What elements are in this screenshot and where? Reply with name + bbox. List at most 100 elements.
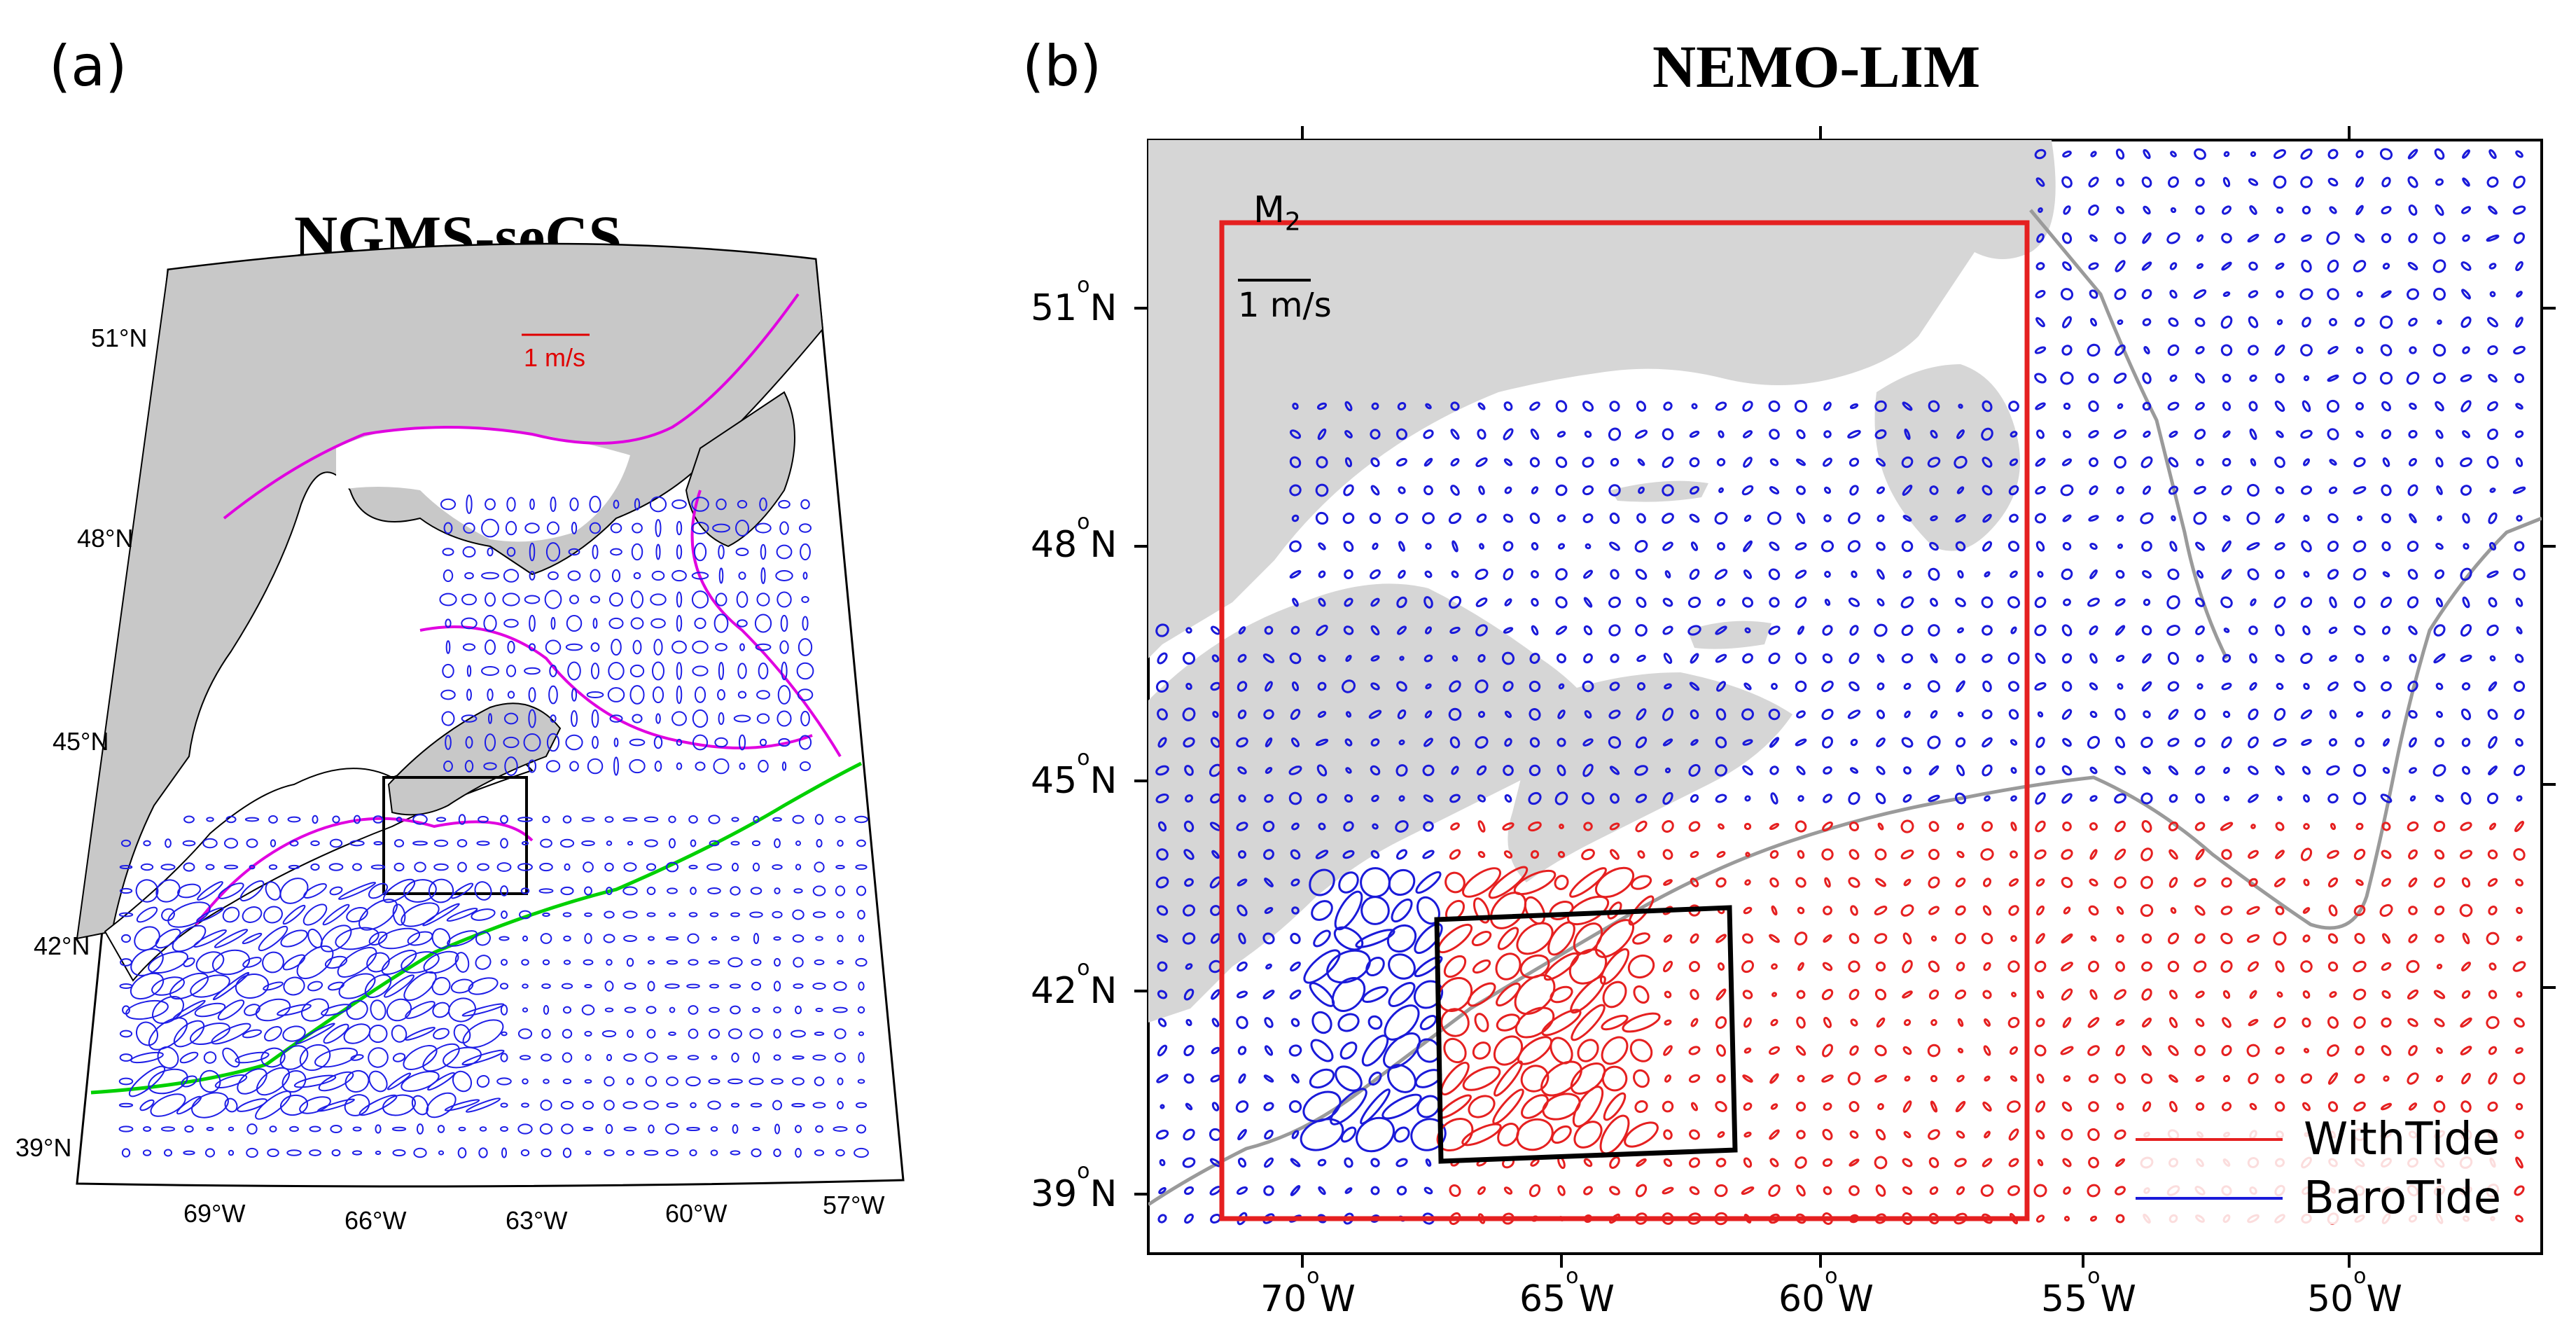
tidal-ellipse (1902, 401, 1913, 411)
tidal-ellipse (2515, 261, 2523, 272)
tidal-ellipse (1594, 919, 1635, 958)
tidal-ellipse (2379, 148, 2393, 160)
tidal-ellipse (610, 548, 622, 556)
tidal-ellipse (729, 983, 742, 989)
tidal-ellipse (608, 662, 625, 680)
tidal-ellipse (1664, 767, 1671, 774)
tidal-ellipse (707, 887, 721, 894)
tidal-ellipse (524, 595, 541, 604)
tidal-ellipse (1450, 429, 1460, 440)
tidal-ellipse (1795, 877, 1806, 888)
tidal-ellipse (2169, 374, 2178, 382)
tidal-ellipse (2061, 1128, 2073, 1141)
tidal-ellipse (751, 840, 761, 847)
tidal-ellipse (1370, 850, 1380, 859)
tidal-ellipse (454, 952, 470, 973)
tidal-ellipse (522, 935, 529, 942)
tidal-ellipse (263, 906, 283, 924)
tidal-ellipse (2407, 176, 2418, 188)
tidal-ellipse (1601, 1065, 1628, 1092)
tidal-ellipse (1741, 597, 1754, 608)
tidal-ellipse (1849, 1158, 1860, 1167)
tidal-ellipse (2329, 318, 2337, 326)
tidal-ellipse (403, 879, 437, 903)
tidal-ellipse (795, 1147, 802, 1158)
tidal-ellipse (2274, 233, 2285, 244)
tidal-ellipse (2435, 543, 2444, 550)
tidal-ellipse (1823, 401, 1832, 411)
tidal-ellipse (2380, 1102, 2393, 1111)
tidal-ellipse (652, 661, 664, 681)
tidal-ellipse (667, 887, 678, 894)
tidal-ellipse (387, 1072, 412, 1090)
tidal-ellipse (2035, 1018, 2045, 1027)
tidal-ellipse (1874, 933, 1888, 944)
tidal-ellipse (337, 882, 377, 900)
tidal-ellipse (1571, 1004, 1606, 1041)
tidal-ellipse (2460, 961, 2472, 972)
tidal-ellipse (2248, 261, 2258, 271)
panel-b-lat-tick: 42oN (1031, 955, 1118, 1012)
tidal-ellipse (299, 1044, 331, 1072)
tidal-ellipse (485, 498, 496, 511)
tidal-ellipse (1609, 1156, 1620, 1169)
tidal-ellipse (772, 864, 783, 871)
tidal-ellipse (2061, 232, 2073, 244)
tidal-ellipse (1982, 457, 1993, 468)
tidal-ellipse (1771, 992, 1778, 997)
tidal-ellipse (2249, 428, 2257, 441)
tidal-ellipse (128, 1065, 166, 1097)
tidal-ellipse (2379, 371, 2393, 385)
tidal-ellipse (1796, 485, 1806, 495)
tidal-ellipse (835, 815, 846, 824)
tidal-ellipse (2407, 989, 2419, 1000)
tidal-ellipse (1289, 989, 1302, 1000)
tidal-ellipse (1422, 850, 1435, 859)
panel-b-label: (b) (1022, 34, 1102, 99)
tidal-ellipse (564, 863, 571, 871)
tidal-ellipse (2379, 903, 2393, 917)
tidal-ellipse (2008, 485, 2019, 496)
tidal-ellipse (1330, 1088, 1367, 1125)
tidal-ellipse (2142, 1101, 2152, 1112)
tidal-ellipse (567, 661, 581, 681)
tidal-ellipse (653, 735, 663, 749)
tidal-ellipse (1344, 401, 1353, 412)
tidal-ellipse (1475, 457, 1488, 467)
tidal-ellipse (1850, 738, 1858, 747)
tidal-ellipse (626, 957, 634, 967)
tidal-ellipse (2220, 596, 2233, 609)
tidal-ellipse (2409, 402, 2417, 410)
tidal-ellipse (2276, 682, 2284, 691)
tidal-ellipse (1768, 1213, 1781, 1224)
tidal-ellipse (687, 933, 699, 944)
tidal-ellipse (613, 737, 619, 747)
tidal-ellipse (268, 864, 278, 870)
tidal-ellipse (202, 838, 218, 849)
tidal-ellipse (1742, 739, 1753, 746)
tidal-ellipse (644, 1052, 658, 1063)
tidal-ellipse (1718, 487, 1724, 494)
tidal-ellipse (218, 882, 244, 899)
tidal-ellipse (135, 879, 159, 903)
tidal-ellipse (2007, 652, 2020, 665)
tidal-ellipse (689, 1149, 697, 1157)
tidal-ellipse (1796, 1016, 1806, 1029)
tidal-ellipse (2407, 288, 2419, 300)
panel-b-isobath (1148, 209, 2542, 1207)
tidal-ellipse (524, 667, 541, 675)
tidal-ellipse (2035, 766, 2045, 775)
tidal-ellipse (1212, 710, 1219, 719)
tidal-ellipse (1902, 960, 1913, 974)
tidal-ellipse (496, 1077, 512, 1086)
tidal-ellipse (2435, 794, 2444, 803)
tidal-ellipse (324, 955, 348, 969)
tidal-ellipse (562, 912, 572, 917)
tidal-ellipse (1344, 1187, 1353, 1194)
tidal-ellipse (2488, 681, 2498, 692)
tidal-ellipse (289, 840, 299, 847)
tidal-ellipse (1300, 1118, 1344, 1151)
tidal-ellipse (282, 1025, 306, 1042)
tidal-ellipse (1930, 429, 1938, 439)
tidal-ellipse (529, 498, 535, 511)
